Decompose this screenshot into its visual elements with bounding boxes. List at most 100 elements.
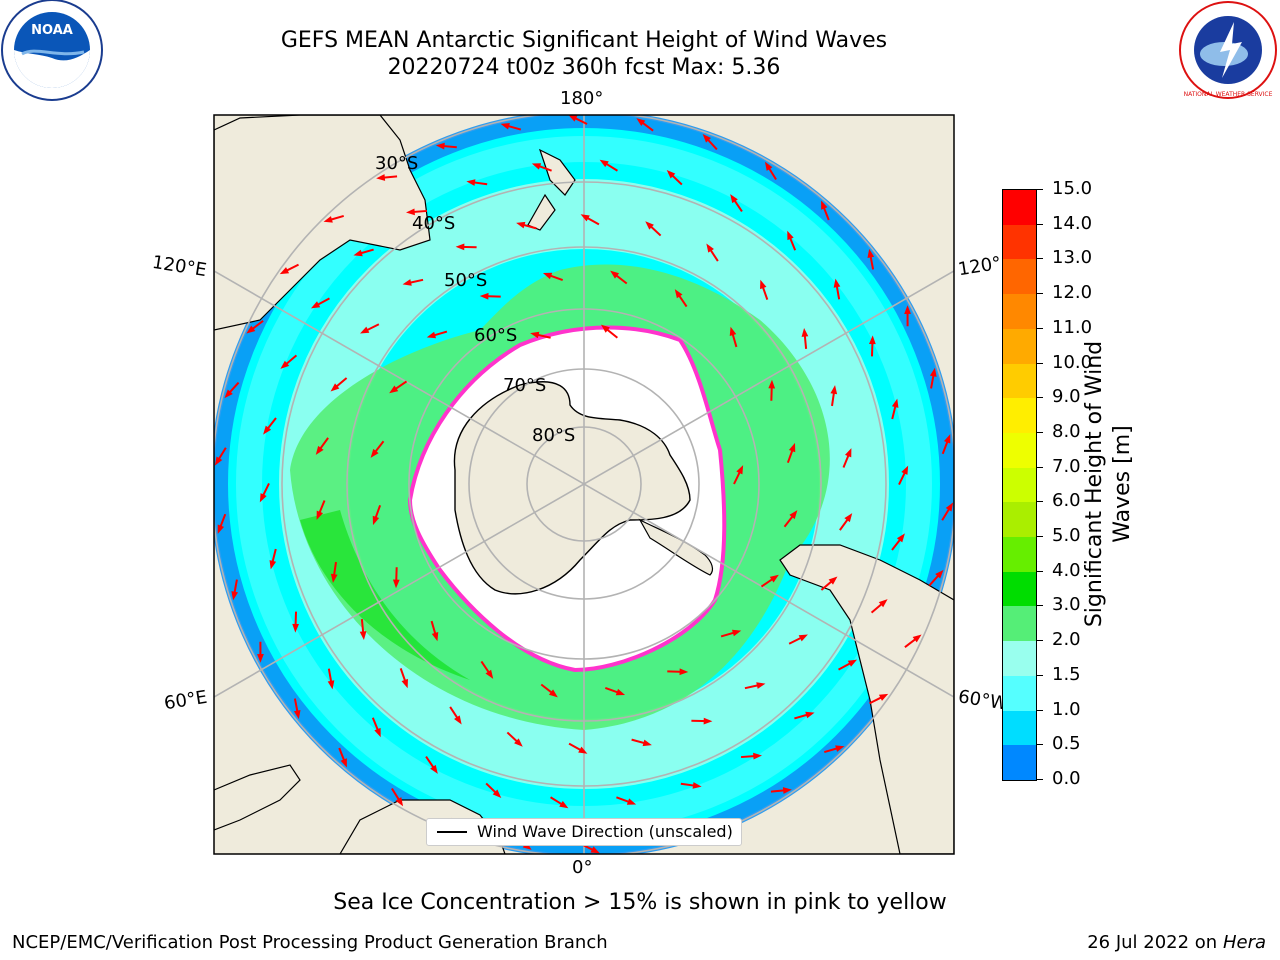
colorbar-tick-mark — [1036, 258, 1043, 260]
wind-wave-arrow-head — [327, 680, 335, 690]
graticule — [214, 115, 954, 854]
wind-wave-arrow-head — [645, 221, 654, 230]
colorbar-tick-mark — [1036, 501, 1043, 503]
nws-logo: NATIONAL WEATHER SERVICE — [1179, 1, 1277, 99]
wind-wave-arrow-head — [636, 118, 646, 127]
colorbar-segment — [1003, 745, 1036, 781]
colorbar-tick-label: 6.0 — [1052, 490, 1081, 512]
wind-wave-arrow-head — [340, 758, 347, 768]
colorbar-tick-mark — [1036, 779, 1043, 780]
colorbar-tick-mark — [1036, 362, 1043, 364]
wind-wave-arrow-head — [500, 123, 510, 130]
colorbar-label-line1: Significant Height of Wind — [1082, 340, 1107, 628]
new-zealand-south-land — [527, 193, 556, 231]
wind-wave-arrow-head — [330, 383, 340, 392]
wind-wave-arrow-head — [310, 301, 321, 309]
colorbar-segment — [1003, 467, 1036, 503]
wind-wave-arrow-head — [706, 243, 714, 253]
colorbar-segment — [1003, 294, 1036, 330]
wind-wave-arrow-head — [679, 668, 689, 676]
wind-wave-arrow-head — [257, 654, 264, 663]
colorbar-tick-label: 0.0 — [1052, 768, 1081, 789]
colorbar-tick-label: 12.0 — [1052, 282, 1093, 304]
wind-wave-arrow-head — [485, 669, 494, 679]
colorbar-segment — [1003, 432, 1036, 469]
wind-wave-arrow-head — [599, 159, 609, 168]
wind-wave-arrow-head — [642, 739, 652, 747]
colorbar-tick-label: 1.0 — [1052, 698, 1081, 720]
legend-line-swatch — [437, 831, 467, 833]
wind-wave-arrow-head — [259, 493, 267, 503]
map-legend: Wind Wave Direction (unscaled) — [426, 818, 742, 846]
wind-wave-arrow-head — [756, 682, 766, 689]
wind-wave-arrow-head — [293, 709, 301, 720]
wind-wave-arrow-head — [692, 782, 702, 789]
wind-wave-arrow-head — [316, 510, 324, 520]
colorbar-tick-mark — [1036, 640, 1043, 642]
wind-wave-arrow-head — [315, 445, 324, 455]
wind-wave-arrow-head — [805, 711, 815, 719]
wind-wave-arrow-head — [435, 142, 445, 150]
wind-wave-arrow-head — [896, 533, 905, 543]
colorbar-tick-label: 3.0 — [1052, 594, 1081, 616]
colorbar-tick-mark — [1036, 709, 1043, 711]
wind-wave-arrow-head — [370, 448, 379, 458]
colorbar-tick-mark — [1036, 293, 1043, 295]
wind-wave-arrow-head — [214, 456, 223, 466]
colorbar-segment — [1003, 190, 1036, 226]
wind-wave-arrow-head — [389, 385, 399, 394]
colorbar-tick-mark — [1036, 466, 1043, 468]
south-america-land — [779, 544, 954, 854]
wind-wave-arrow-head — [830, 385, 838, 395]
colorbar-tick-label: 14.0 — [1052, 212, 1093, 234]
wind-wave-arrow-head — [844, 513, 853, 523]
colorbar-tick-label: 9.0 — [1052, 386, 1081, 408]
colorbar-segment — [1003, 398, 1036, 434]
wind-wave-arrow-head — [279, 267, 290, 275]
wind-wave-arrow-head — [454, 715, 462, 725]
wind-wave-arrow-head — [731, 629, 742, 637]
wind-wave-arrow-head — [431, 631, 439, 642]
wind-wave-arrow-head — [360, 326, 370, 334]
wind-wave-arrow-head — [878, 693, 889, 701]
wind-wave-arrow-head — [559, 800, 569, 809]
colorbar-tick-mark — [1036, 223, 1043, 225]
wind-wave-arrow-head — [674, 289, 683, 299]
australia-land — [214, 115, 431, 331]
chart-title-line1: GEFS MEAN Antarctic Significant Height o… — [280, 28, 888, 53]
colorbar-tick-mark — [1036, 397, 1043, 399]
colorbar-segment — [1003, 710, 1036, 746]
wind-wave-arrow-head — [867, 248, 875, 259]
wind-wave-arrow-head — [466, 179, 476, 186]
lon-label-top: 180° — [560, 88, 604, 109]
lat-label-50: 50°S — [444, 270, 488, 291]
wind-wave-arrow-head — [580, 214, 590, 222]
colorbar-tick-label: 5.0 — [1052, 525, 1081, 547]
wind-wave-arrow-head — [402, 279, 412, 286]
wind-wave-arrow-head — [753, 752, 762, 760]
colorbar-segment — [1003, 675, 1036, 712]
colorbar-label-line2: Waves [m] — [1110, 425, 1135, 543]
wind-wave-arrow-head — [610, 270, 620, 279]
colorbar-tick-mark — [1036, 327, 1043, 329]
wind-wave-arrow-head — [729, 326, 737, 337]
wind-wave-arrow-head — [530, 331, 540, 339]
colorbar-label: Significant Height of Wind Waves [m] — [1081, 284, 1137, 684]
wind-wave-arrow-head — [847, 659, 858, 667]
noaa-logo-text: NOAA — [31, 23, 73, 38]
lat-label-40: 40°S — [412, 213, 456, 234]
wind-wave-arrow-head — [514, 738, 523, 747]
wind-wave-arrow-head — [703, 717, 713, 725]
wind-wave-arrow-head — [578, 746, 588, 754]
lat-label-30: 30°S — [375, 153, 419, 174]
colorbar — [1002, 189, 1037, 781]
colorbar-tick-label: 1.5 — [1052, 663, 1081, 685]
colorbar-tick-label: 2.0 — [1052, 629, 1081, 651]
wind-wave-arrow-head — [231, 591, 239, 601]
map-frame — [213, 114, 955, 855]
wind-wave-arrow-head — [801, 327, 809, 337]
wind-wave-arrow-head — [788, 442, 796, 453]
colorbar-segment — [1003, 502, 1036, 538]
wind-wave-arrow-head — [787, 230, 794, 241]
wind-wave-arrow-head — [372, 515, 380, 526]
